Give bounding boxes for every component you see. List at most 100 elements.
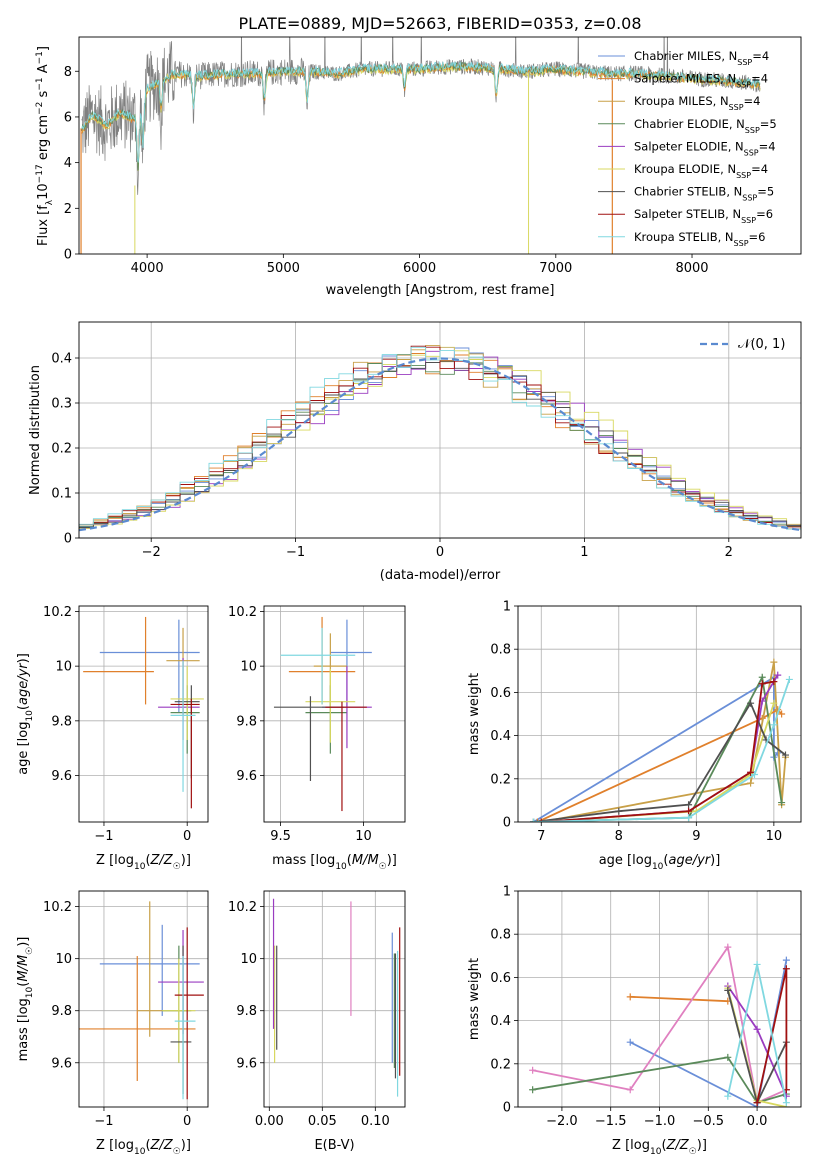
plus-marker xyxy=(770,721,778,729)
mass-weight-series-line xyxy=(533,675,779,822)
mass-weight-series-line xyxy=(537,708,783,822)
x-tick-label: 0.10 xyxy=(361,1114,390,1129)
x-tick-label: 10 xyxy=(766,829,783,844)
y-tick-label: 0.4 xyxy=(490,1014,511,1029)
y-tick-label: 9.6 xyxy=(236,769,257,784)
x-axis-label: wavelength [Angstrom, rest frame] xyxy=(326,283,555,298)
x-tick-label: −1 xyxy=(286,545,305,560)
x-tick-label: 10 xyxy=(355,829,372,844)
x-tick-label: 7000 xyxy=(539,261,572,276)
axes-frame xyxy=(78,890,209,1108)
plot-area xyxy=(529,943,790,1107)
x-tick-label: −2.0 xyxy=(546,1114,578,1129)
histogram-step-line xyxy=(79,345,801,531)
y-tick-label: 0.8 xyxy=(490,928,511,943)
plus-marker xyxy=(685,807,693,815)
mass-weight-series-line xyxy=(532,1056,787,1104)
axes-frame xyxy=(263,605,406,823)
y-tick-label: 1 xyxy=(503,600,511,615)
x-tick-label: 2 xyxy=(725,545,733,560)
legend-label: Salpeter ELODIE, NSSP=4 xyxy=(634,139,776,157)
plus-marker xyxy=(685,814,693,822)
plus-marker xyxy=(724,1092,732,1100)
y-tick-label: 0 xyxy=(64,532,72,547)
plus-marker xyxy=(626,1038,634,1046)
y-tick-label: 0 xyxy=(503,1101,511,1116)
plus-marker xyxy=(626,993,634,1001)
y-tick-label: 0.2 xyxy=(490,772,511,787)
plus-marker xyxy=(724,943,732,951)
y-tick-label: 8 xyxy=(64,65,72,80)
y-tick-label: 0.6 xyxy=(490,686,511,701)
y-tick-label: 9.8 xyxy=(51,1004,72,1019)
y-axis-label: mass weight xyxy=(467,673,482,755)
y-tick-label: 10 xyxy=(240,952,257,967)
plus-marker xyxy=(626,1086,634,1094)
y-tick-label: 0.2 xyxy=(51,442,72,457)
plot-area xyxy=(83,616,204,809)
plus-marker xyxy=(774,749,782,757)
y-axis-label: Normed distribution xyxy=(28,365,43,495)
x-axis-label: Z [log10(Z/Z☉)] xyxy=(612,1138,707,1157)
x-tick-label: −1 xyxy=(94,829,113,844)
y-tick-label: 10.2 xyxy=(228,605,257,620)
x-tick-label: −0.5 xyxy=(693,1114,725,1129)
panel-age_vs_mass: 9.5 10 9.6 9.8 10 10.2 mass [log10(M/M☉)] xyxy=(228,605,406,872)
panel-massweight_vs_Z: −2.0 −1.5 −1.0 −0.5 0.0 0 0.2 0.4 0.6 0.8 1 Z [log1… xyxy=(467,885,802,1157)
figure-title: PLATE=0889, MJD=52663, FIBERID=0353, z=0… xyxy=(238,14,641,33)
plus-marker xyxy=(615,807,623,815)
y-tick-label: 0.4 xyxy=(51,352,72,367)
plot-area xyxy=(79,345,801,532)
plus-marker xyxy=(770,678,778,686)
x-tick-label: 8000 xyxy=(675,261,708,276)
y-tick-label: 0 xyxy=(64,248,72,263)
histogram-step-line xyxy=(79,346,801,531)
y-tick-label: 6 xyxy=(64,110,72,125)
x-tick-label: 0.00 xyxy=(255,1114,284,1129)
legend-label: Kroupa STELIB, NSSP=6 xyxy=(634,230,765,248)
plus-marker xyxy=(758,680,766,688)
legend-label: Chabrier ELODIE, NSSP=5 xyxy=(634,117,777,135)
y-axis-label: age [log10(age/yr)] xyxy=(16,653,35,775)
y-tick-label: 10 xyxy=(55,660,72,675)
panel-residuals: −2 −1 0 1 2 0 0.1 0.2 0.3 0.4 𝒩(0, 1) (data-model)/… xyxy=(28,321,802,583)
axes-frame xyxy=(517,890,802,1108)
mass-weight-series-line xyxy=(629,959,788,1107)
x-tick-label: 0.0 xyxy=(747,1114,768,1129)
y-tick-label: 9.8 xyxy=(236,1004,257,1019)
y-tick-label: 4 xyxy=(64,156,72,171)
panel-ebv_panel: 0.00 0.05 0.10 9.6 9.8 10 10.2 E(B-V) xyxy=(228,890,406,1153)
x-tick-label: −1.0 xyxy=(644,1114,676,1129)
plot-area xyxy=(272,898,401,1097)
legend-label: Kroupa MILES, NSSP=4 xyxy=(634,94,760,112)
mass-weight-series-line xyxy=(533,701,787,822)
plus-marker xyxy=(724,986,732,994)
x-tick-label: 0 xyxy=(183,829,191,844)
legend-label: Salpeter STELIB, NSSP=6 xyxy=(634,207,773,225)
plus-marker xyxy=(537,818,545,822)
plus-marker xyxy=(758,673,766,681)
y-tick-label: 0.2 xyxy=(490,1057,511,1072)
plus-marker xyxy=(782,965,790,973)
x-tick-label: 4000 xyxy=(131,261,164,276)
plus-marker xyxy=(774,671,782,679)
y-tick-label: 9.8 xyxy=(236,714,257,729)
x-tick-label: 7 xyxy=(537,829,545,844)
y-tick-label: 0.8 xyxy=(490,643,511,658)
y-tick-label: 9.6 xyxy=(51,769,72,784)
panel-age_vs_Z: −1 0 9.6 9.8 10 10.2 Z [log10(Z/Z☉)] age [log10… xyxy=(16,605,209,872)
normal-distribution-curve xyxy=(79,357,801,532)
panel-spectrum: 4000 5000 6000 7000 8000 0 2 4 6 8 Chabrier MILES,… xyxy=(35,36,802,298)
residuals-legend: 𝒩(0, 1) xyxy=(700,337,785,352)
plus-marker xyxy=(782,956,790,964)
plus-marker xyxy=(781,751,789,759)
y-axis-label: mass weight xyxy=(467,958,482,1040)
x-tick-label: 0 xyxy=(436,545,444,560)
panel-massweight_vs_age: 7 8 9 10 0 0.2 0.4 0.6 0.8 1 age [log10(age/yr)] ma… xyxy=(467,600,802,872)
x-tick-label: 6000 xyxy=(403,261,436,276)
x-tick-label: −1.5 xyxy=(595,1114,627,1129)
x-axis-label: E(B-V) xyxy=(314,1138,354,1153)
axes-frame xyxy=(78,605,209,823)
plus-marker xyxy=(750,770,758,778)
plus-marker xyxy=(770,699,778,707)
